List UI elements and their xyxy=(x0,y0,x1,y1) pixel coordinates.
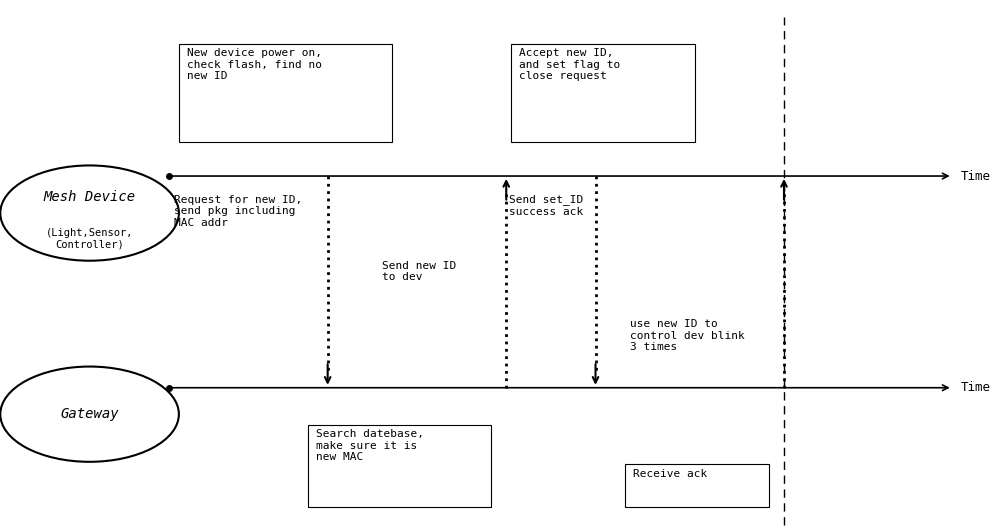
FancyBboxPatch shape xyxy=(308,425,491,507)
Text: Gateway: Gateway xyxy=(60,407,119,421)
FancyBboxPatch shape xyxy=(625,464,769,507)
Text: New device power on,
check flash, find no
new ID: New device power on, check flash, find n… xyxy=(187,48,322,81)
Text: use new ID to
control dev blink
3 times: use new ID to control dev blink 3 times xyxy=(630,319,745,352)
Text: Send new ID
to dev: Send new ID to dev xyxy=(382,261,456,282)
Text: Request for new ID,
send pkg including
MAC addr: Request for new ID, send pkg including M… xyxy=(174,195,302,228)
FancyBboxPatch shape xyxy=(511,44,695,142)
Text: Time: Time xyxy=(961,381,991,394)
Text: Receive ack: Receive ack xyxy=(633,469,707,479)
Text: (Light,Sensor,
Controller): (Light,Sensor, Controller) xyxy=(46,228,133,250)
Text: Send set_ID
success ack: Send set_ID success ack xyxy=(509,195,583,217)
Text: Accept new ID,
and set flag to
close request: Accept new ID, and set flag to close req… xyxy=(519,48,620,81)
FancyBboxPatch shape xyxy=(179,44,392,142)
Text: Search datebase,
make sure it is
new MAC: Search datebase, make sure it is new MAC xyxy=(316,429,424,462)
Text: Mesh Device: Mesh Device xyxy=(44,190,136,204)
Text: Time: Time xyxy=(961,170,991,182)
